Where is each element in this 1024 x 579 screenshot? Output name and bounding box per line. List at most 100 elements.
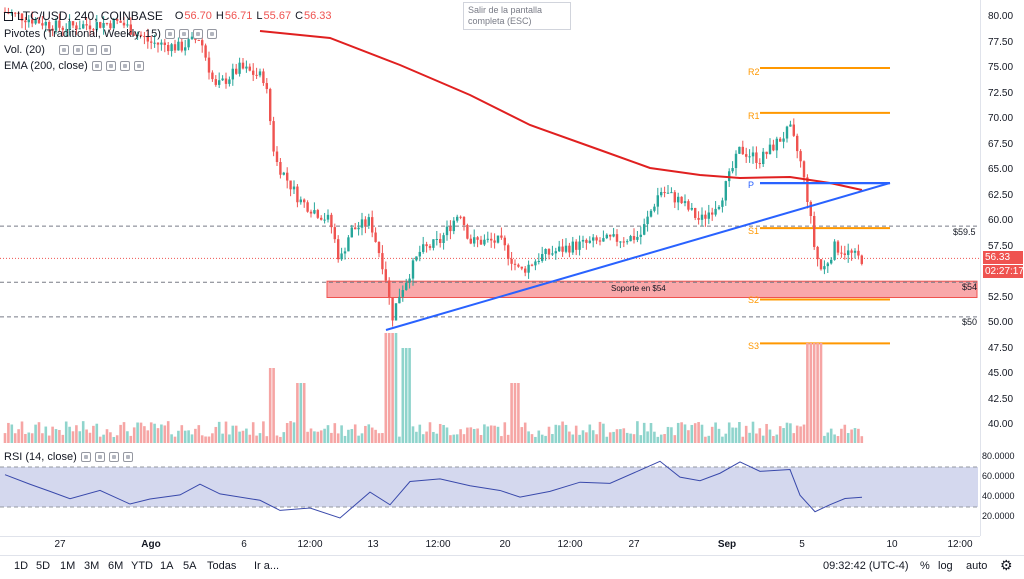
volume-bar bbox=[445, 427, 449, 443]
clock-readout[interactable]: 09:32:42 (UTC-4) bbox=[823, 560, 909, 572]
candle bbox=[728, 171, 731, 182]
symbol-title[interactable]: LTC/USD, 240, COINBASE bbox=[17, 9, 163, 23]
volume-bar bbox=[13, 433, 17, 443]
price-axis-tick: 70.00 bbox=[988, 113, 1014, 124]
time-axis[interactable] bbox=[0, 536, 980, 556]
volume-bar bbox=[160, 424, 163, 443]
volume-bar bbox=[619, 429, 622, 443]
volume-bar bbox=[663, 434, 666, 443]
candle bbox=[738, 146, 741, 154]
eye-icon[interactable] bbox=[80, 452, 91, 462]
volume-bar bbox=[126, 431, 129, 443]
settings-icon[interactable] bbox=[105, 61, 116, 71]
eye-icon[interactable] bbox=[91, 61, 102, 71]
close-icon[interactable] bbox=[192, 29, 203, 39]
settings-icon[interactable] bbox=[178, 29, 189, 39]
range-button[interactable]: YTD bbox=[131, 560, 153, 572]
candle bbox=[442, 235, 445, 243]
rsi-axis[interactable] bbox=[980, 448, 1024, 536]
settings-icon[interactable] bbox=[72, 45, 83, 55]
candle bbox=[408, 278, 411, 283]
candle bbox=[34, 19, 37, 24]
volume-bar bbox=[146, 430, 150, 443]
volume-bar bbox=[105, 429, 109, 443]
candle bbox=[547, 249, 551, 255]
price-axis-tick: 80.00 bbox=[988, 11, 1014, 22]
percent-toggle[interactable]: % bbox=[920, 560, 930, 572]
volume-bar bbox=[761, 435, 765, 443]
indicator-ema[interactable]: EMA (200, close) bbox=[4, 60, 144, 72]
goto-date-button[interactable]: Ir a... bbox=[254, 560, 280, 572]
more-icon[interactable] bbox=[133, 61, 144, 71]
candle bbox=[459, 216, 462, 218]
volume-bar bbox=[98, 436, 102, 443]
range-button[interactable]: 5D bbox=[36, 560, 51, 572]
indicator-volume[interactable]: Vol. (20) bbox=[4, 44, 111, 56]
volume-bar bbox=[404, 348, 408, 443]
hide-legend-icon[interactable] bbox=[4, 11, 13, 21]
price-axis[interactable] bbox=[980, 0, 1024, 448]
volume-bar bbox=[857, 428, 860, 443]
volume-bar bbox=[275, 435, 279, 443]
candle bbox=[765, 151, 768, 155]
candle bbox=[439, 239, 442, 243]
more-icon[interactable] bbox=[122, 452, 133, 462]
volume-bar bbox=[789, 423, 792, 443]
auto-toggle[interactable]: auto bbox=[966, 560, 988, 572]
eye-icon[interactable] bbox=[164, 29, 175, 39]
volume-bar bbox=[670, 427, 673, 443]
volume-bar bbox=[54, 429, 58, 443]
more-icon[interactable] bbox=[100, 45, 111, 55]
volume-bar bbox=[554, 424, 558, 443]
candle bbox=[860, 255, 863, 264]
range-button[interactable]: 5A bbox=[183, 560, 197, 572]
rsi-pane[interactable] bbox=[0, 448, 980, 536]
log-toggle[interactable]: log bbox=[938, 560, 953, 572]
time-axis-tick: 27 bbox=[628, 539, 640, 550]
candle bbox=[496, 235, 500, 243]
volume-bar bbox=[350, 429, 354, 443]
candle bbox=[813, 216, 816, 247]
volume-bar bbox=[523, 422, 527, 443]
close-icon[interactable] bbox=[119, 61, 130, 71]
candle bbox=[350, 227, 353, 238]
candle bbox=[241, 62, 245, 69]
candle bbox=[503, 237, 506, 246]
range-button[interactable]: 1M bbox=[60, 560, 76, 572]
eye-icon[interactable] bbox=[58, 45, 69, 55]
candle bbox=[717, 206, 721, 209]
candle bbox=[755, 152, 758, 163]
indicator-rsi[interactable]: RSI (14, close) bbox=[4, 451, 133, 463]
candle bbox=[364, 219, 367, 226]
volume-bar bbox=[734, 427, 738, 443]
range-button[interactable]: 1D bbox=[14, 560, 29, 572]
range-button[interactable]: 3M bbox=[84, 560, 100, 572]
settings-icon[interactable] bbox=[94, 452, 105, 462]
candle bbox=[479, 239, 483, 245]
close-icon[interactable] bbox=[108, 452, 119, 462]
candle bbox=[799, 151, 802, 162]
volume-bar bbox=[704, 436, 707, 443]
volume-bar bbox=[721, 436, 724, 443]
candle bbox=[415, 256, 418, 261]
volume-bar bbox=[578, 434, 581, 443]
range-button[interactable]: Todas bbox=[207, 560, 237, 572]
line-label-50: $50 bbox=[962, 317, 978, 327]
close-icon[interactable] bbox=[86, 45, 97, 55]
range-button[interactable]: 6M bbox=[108, 560, 124, 572]
volume-bar bbox=[268, 368, 272, 443]
more-icon[interactable] bbox=[206, 29, 217, 39]
volume-bar bbox=[115, 435, 119, 443]
indicator-pivots[interactable]: Pivotes (Traditional, Weekly, 15) bbox=[4, 28, 217, 40]
candle bbox=[826, 263, 829, 267]
candle bbox=[595, 237, 598, 241]
candle bbox=[432, 239, 435, 248]
volume-bar bbox=[595, 434, 598, 443]
range-button[interactable]: 1A bbox=[160, 560, 174, 572]
price-chart[interactable] bbox=[0, 0, 980, 448]
gear-icon[interactable]: ⚙ bbox=[1000, 557, 1013, 573]
volume-bar bbox=[370, 427, 374, 443]
volume-bar bbox=[51, 426, 54, 443]
volume-bar bbox=[629, 433, 632, 443]
volume-bar bbox=[319, 430, 323, 443]
